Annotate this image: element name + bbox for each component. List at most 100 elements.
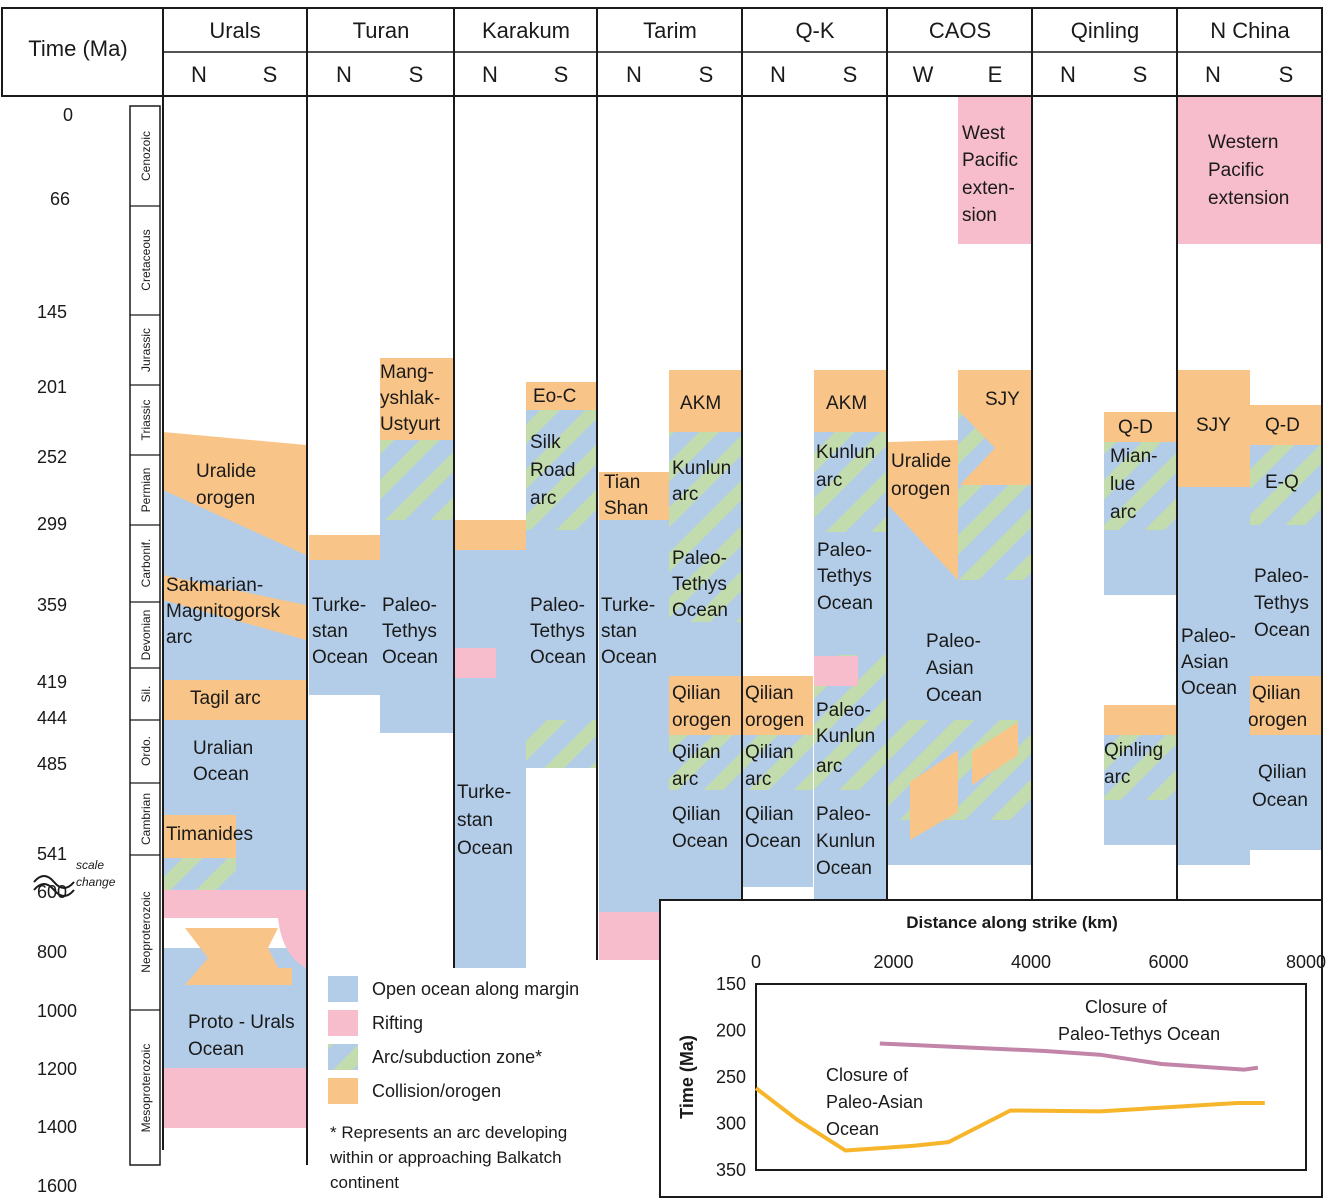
caos-e-collision-sjy: [958, 370, 1031, 485]
side-header: S: [843, 62, 858, 87]
y-tick-label: 200: [716, 1021, 746, 1041]
y-tick-label: 350: [716, 1160, 746, 1180]
label-qilian-ocean: Ocean: [1252, 790, 1308, 811]
side-header: E: [988, 62, 1003, 87]
qk-s-collision-akm: [814, 370, 886, 432]
karakum-s-arc-lower: [526, 720, 596, 768]
tarim-n-rift: [599, 912, 669, 960]
label-paleo-tethys-ocean: Paleo-: [382, 595, 437, 616]
block-layer: [163, 96, 1322, 1128]
time-axis: 0 66 145 201 252 299 359 419 444 485 541…: [37, 105, 116, 1196]
nchina-s-collision-qd: [1250, 405, 1322, 445]
label-tian-shan: Shan: [604, 498, 648, 519]
label-tian-shan: Tian: [604, 472, 640, 493]
time-tick: 299: [37, 514, 67, 534]
period-label: Cambrian: [139, 793, 153, 845]
time-tick: 66: [50, 189, 70, 209]
label-silk-road-arc: Road: [530, 460, 575, 481]
label-paleo-kunlun-ocean: Paleo-: [816, 804, 871, 825]
qk-s-rift: [814, 656, 858, 686]
region-header-qk: Q-K: [795, 18, 834, 43]
x-tick-label: 8000: [1286, 952, 1326, 972]
region-header-tarim: Tarim: [643, 18, 697, 43]
label-qilian-arc: arc: [745, 769, 771, 790]
side-header: S: [409, 62, 424, 87]
label-qilian-arc: arc: [672, 769, 698, 790]
label-qilian-ocean: Qilian: [1258, 762, 1307, 783]
label-paleo-tethys-ocean: Ocean: [530, 647, 586, 668]
side-header: N: [770, 62, 786, 87]
tarim-n-collision: [599, 472, 669, 520]
time-tick: 201: [37, 377, 67, 397]
region-header-urals: Urals: [209, 18, 260, 43]
x-tick-label: 4000: [1011, 952, 1051, 972]
label-paleo-kunlun-ocean: Ocean: [816, 858, 872, 879]
label-turkestan-ocean: stan: [457, 810, 493, 831]
label-qilian-ocean: Qilian: [672, 804, 721, 825]
label-paleo-tethys-ocean: Ocean: [817, 593, 873, 614]
side-header: N: [482, 62, 498, 87]
qk-n-collision: [743, 676, 813, 735]
label-turkestan-ocean: Ocean: [457, 838, 513, 859]
period-label: Jurassic: [139, 328, 153, 372]
time-tick: 1000: [37, 1001, 77, 1021]
label-qilian-orogen: Qilian: [745, 683, 794, 704]
period-label: Carbonif.: [139, 539, 153, 588]
region-header-turan: Turan: [353, 18, 410, 43]
label-turkestan-ocean: Turke-: [312, 595, 366, 616]
time-tick: 419: [37, 672, 67, 692]
label-e-q: E-Q: [1265, 472, 1299, 493]
tarim-s-arc-upper: [669, 432, 741, 622]
nchina-s-collision-qilian: [1250, 676, 1322, 735]
label-western-pacific-extension: extension: [1208, 188, 1289, 209]
label-qilian-orogen: Qilian: [672, 683, 721, 704]
label-q-d: Q-D: [1265, 415, 1300, 436]
label-western-pacific-extension: Western: [1208, 132, 1278, 153]
label-mangyshlak-ustyurt: yshlak-: [380, 388, 440, 409]
qinling-s-collision-qd: [1104, 412, 1176, 442]
label-mangyshlak-ustyurt: Ustyurt: [380, 414, 441, 435]
caos-e-rift: [958, 96, 1031, 244]
scale-change-note: scale: [76, 858, 104, 872]
label-uralide-orogen: orogen: [196, 488, 255, 509]
label-qinling-arc: Qinling: [1104, 740, 1163, 761]
label-paleo-tethys-ocean: Tethys: [382, 621, 437, 642]
legend-swatch-collision: [328, 1078, 358, 1104]
label-turkestan-ocean: stan: [312, 621, 348, 642]
karakum-s-arc-upper: [526, 410, 596, 530]
y-tick-label: 150: [716, 974, 746, 994]
label-west-pacific-extension: sion: [962, 205, 997, 226]
legend-swatch-ocean: [328, 976, 358, 1002]
side-header: S: [699, 62, 714, 87]
label-qilian-orogen: orogen: [745, 710, 804, 731]
caos-w-collision-uralide: [888, 440, 958, 580]
label-qilian-ocean: Ocean: [672, 831, 728, 852]
scale-change-note: change: [76, 875, 116, 889]
label-q-d: Q-D: [1118, 417, 1153, 438]
label-timanides: Timanides: [166, 824, 253, 845]
period-label: Devonian: [139, 610, 153, 661]
tarim-s-collision-qilian: [669, 676, 741, 735]
period-label: Permian: [139, 468, 153, 513]
legend-footnote: * Represents an arc developing: [330, 1123, 567, 1142]
urals-arc-timanides: [163, 858, 236, 890]
turan-n-ocean: [309, 560, 380, 695]
label-paleo-asian-ocean: Asian: [1181, 652, 1229, 673]
x-tick-labels: 0 2000 4000 6000 8000: [751, 952, 1326, 972]
time-tick: 444: [37, 708, 67, 728]
period-label: Neoproterozoic: [139, 891, 153, 972]
nchina-s-arc: [1250, 445, 1322, 525]
label-uralide-orogen: Uralide: [196, 461, 256, 482]
label-sjy: SJY: [985, 389, 1020, 410]
region-header-caos: CAOS: [929, 18, 991, 43]
legend-swatch-arc: [328, 1044, 358, 1070]
qinling-s-arc-upper: [1104, 442, 1176, 530]
series-line-paleo-asian: [754, 1086, 1265, 1153]
side-header: S: [1279, 62, 1294, 87]
karakum-n-ocean: [455, 550, 526, 968]
label-tagil-arc: Tagil arc: [190, 688, 261, 709]
series-label-paleo-asian: Paleo-Asian: [826, 1092, 923, 1112]
label-paleo-asian-ocean: Paleo-: [926, 631, 981, 652]
label-qilian-ocean: Ocean: [745, 831, 801, 852]
